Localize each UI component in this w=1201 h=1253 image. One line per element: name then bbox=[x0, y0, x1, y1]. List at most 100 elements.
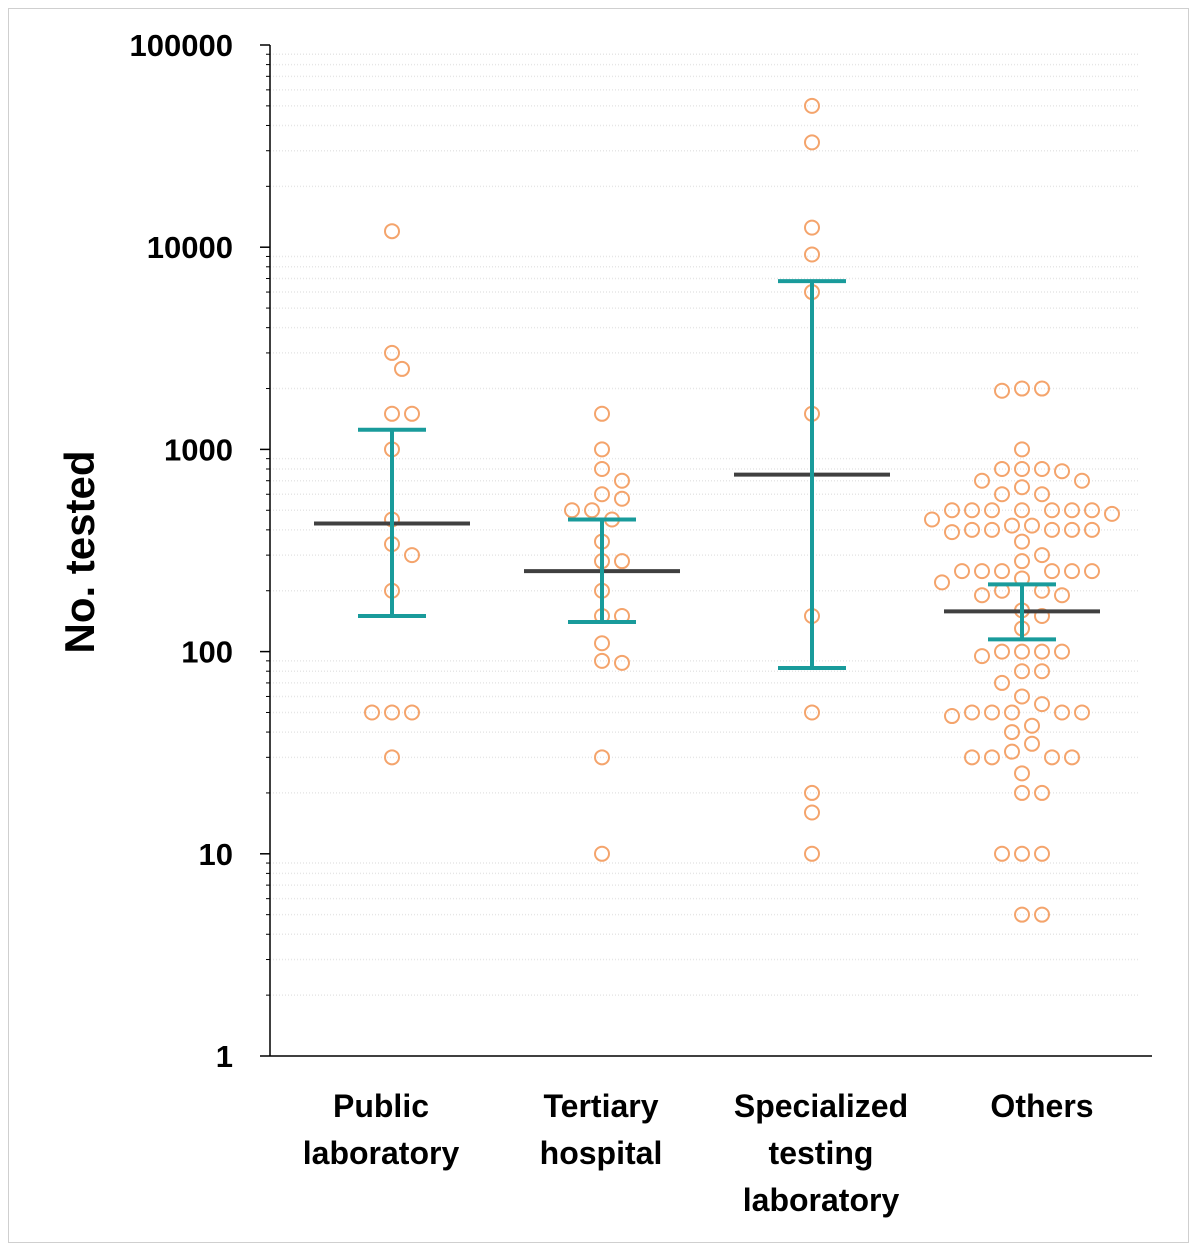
data-point bbox=[1044, 502, 1060, 519]
data-point bbox=[974, 587, 990, 604]
data-points bbox=[364, 97, 1120, 923]
data-point bbox=[974, 472, 990, 489]
data-point bbox=[1034, 696, 1050, 713]
data-point bbox=[964, 704, 980, 721]
data-point bbox=[1014, 553, 1030, 570]
data-point bbox=[974, 648, 990, 665]
data-point bbox=[564, 502, 580, 519]
data-point bbox=[384, 749, 400, 766]
data-point bbox=[944, 708, 960, 725]
data-point bbox=[984, 704, 1000, 721]
data-point bbox=[1014, 533, 1030, 550]
data-point bbox=[1034, 380, 1050, 397]
data-point bbox=[1034, 663, 1050, 680]
y-axis bbox=[260, 44, 1152, 1057]
data-point bbox=[1004, 704, 1020, 721]
data-point bbox=[994, 563, 1010, 580]
data-point bbox=[384, 223, 400, 240]
data-point bbox=[1074, 472, 1090, 489]
data-point bbox=[1044, 749, 1060, 766]
category-label: hospital bbox=[540, 1135, 663, 1171]
data-point bbox=[1014, 380, 1030, 397]
data-point bbox=[1014, 688, 1030, 705]
data-point bbox=[994, 382, 1010, 399]
data-point bbox=[594, 652, 610, 669]
data-point bbox=[1084, 521, 1100, 538]
data-point bbox=[394, 360, 410, 377]
data-point bbox=[1054, 463, 1070, 480]
data-point bbox=[984, 521, 1000, 538]
summary-bars bbox=[314, 279, 1100, 670]
data-point bbox=[804, 845, 820, 862]
data-point bbox=[1004, 724, 1020, 741]
data-point bbox=[1034, 643, 1050, 660]
data-point bbox=[1064, 749, 1080, 766]
data-point bbox=[1024, 517, 1040, 534]
data-point bbox=[1014, 441, 1030, 458]
data-point bbox=[594, 441, 610, 458]
data-point bbox=[994, 460, 1010, 477]
data-point bbox=[384, 344, 400, 361]
y-tick-labels: 1 10 100 1000 10000 100000 bbox=[130, 28, 233, 1074]
data-point bbox=[594, 486, 610, 503]
data-point bbox=[804, 246, 820, 263]
data-point bbox=[1034, 607, 1050, 624]
y-tick-label: 1000 bbox=[164, 432, 233, 467]
data-point bbox=[594, 460, 610, 477]
data-point bbox=[924, 511, 940, 528]
data-point bbox=[1014, 765, 1030, 782]
data-point bbox=[944, 502, 960, 519]
gridlines bbox=[270, 53, 1140, 996]
data-point bbox=[584, 502, 600, 519]
data-point bbox=[804, 219, 820, 236]
data-point bbox=[1054, 704, 1070, 721]
data-point bbox=[1064, 502, 1080, 519]
data-point bbox=[594, 845, 610, 862]
data-point bbox=[1064, 521, 1080, 538]
data-point bbox=[994, 486, 1010, 503]
data-point bbox=[384, 704, 400, 721]
data-point bbox=[1014, 460, 1030, 477]
data-point bbox=[614, 490, 630, 507]
y-tick-label: 1 bbox=[216, 1039, 233, 1074]
data-point bbox=[804, 804, 820, 821]
data-point bbox=[1004, 743, 1020, 760]
data-point bbox=[994, 643, 1010, 660]
y-axis-title: No. tested bbox=[56, 450, 103, 653]
data-point bbox=[1014, 784, 1030, 801]
data-point bbox=[804, 134, 820, 151]
data-point bbox=[1024, 717, 1040, 734]
category-label: laboratory bbox=[743, 1182, 900, 1218]
data-point bbox=[404, 405, 420, 422]
category-label: testing bbox=[769, 1135, 874, 1171]
y-tick-label: 100000 bbox=[130, 28, 233, 63]
data-point bbox=[1054, 587, 1070, 604]
data-point bbox=[994, 674, 1010, 691]
data-point bbox=[994, 845, 1010, 862]
data-point bbox=[1024, 735, 1040, 752]
data-point bbox=[1014, 643, 1030, 660]
data-point bbox=[984, 502, 1000, 519]
data-point bbox=[1034, 460, 1050, 477]
data-point bbox=[974, 563, 990, 580]
data-point bbox=[614, 654, 630, 671]
data-point bbox=[1034, 906, 1050, 923]
data-point bbox=[964, 521, 980, 538]
data-point bbox=[934, 574, 950, 591]
category-label: Public bbox=[333, 1088, 429, 1124]
data-point bbox=[614, 472, 630, 489]
data-point bbox=[964, 502, 980, 519]
data-point bbox=[954, 563, 970, 580]
category-label: laboratory bbox=[303, 1135, 460, 1171]
data-point bbox=[964, 749, 980, 766]
data-point bbox=[1084, 563, 1100, 580]
data-point bbox=[1004, 517, 1020, 534]
category-label: Others bbox=[990, 1088, 1093, 1124]
category-label: Specialized bbox=[734, 1088, 908, 1124]
data-point bbox=[384, 405, 400, 422]
data-point bbox=[1034, 547, 1050, 564]
y-tick-label: 100 bbox=[181, 635, 233, 670]
data-point bbox=[1014, 906, 1030, 923]
category-labels: Public laboratory Tertiary hospital Speciali… bbox=[303, 1088, 1094, 1218]
